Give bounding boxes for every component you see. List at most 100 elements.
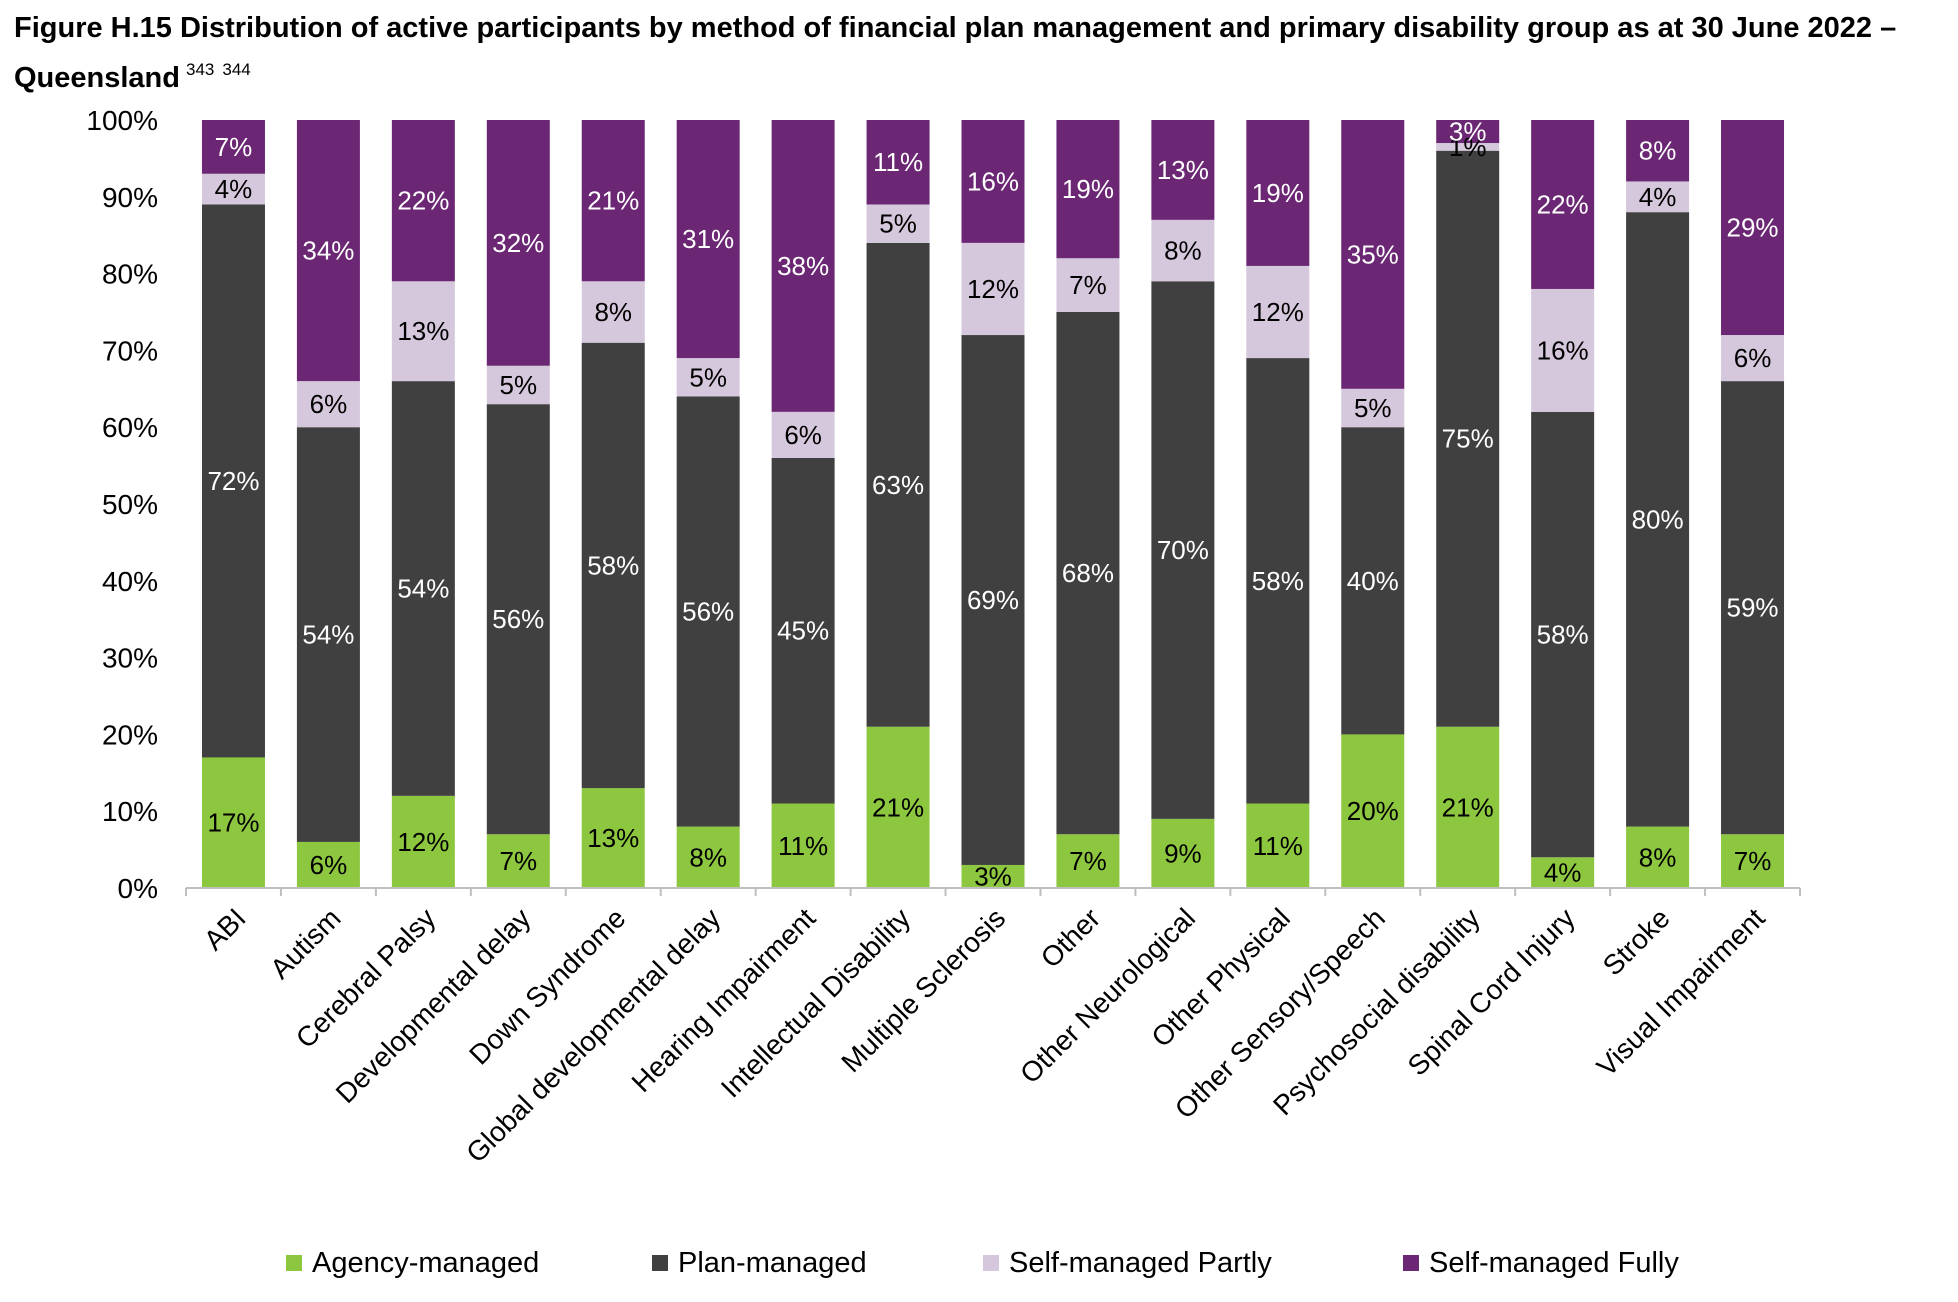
bar-segment	[1626, 120, 1690, 182]
data-label: 34%	[302, 236, 354, 266]
data-label: 40%	[1347, 566, 1399, 596]
y-tick-label: 70%	[102, 335, 158, 366]
bar-segment	[201, 173, 265, 205]
bar-segment	[1056, 834, 1120, 888]
legend-label: Self-managed Fully	[1429, 1247, 1679, 1279]
data-label: 3%	[1449, 117, 1487, 147]
footnote-ref: 344	[222, 60, 251, 79]
data-label: 12%	[1252, 297, 1304, 327]
bar-segment	[1246, 803, 1310, 888]
data-label: 6%	[310, 850, 348, 880]
bar-segment	[1721, 335, 1785, 382]
bar-segment	[296, 381, 360, 428]
data-label: 4%	[215, 174, 253, 204]
data-label: 19%	[1252, 178, 1304, 208]
data-label: 5%	[689, 362, 727, 392]
data-label: 4%	[1639, 182, 1677, 212]
data-label: 75%	[1442, 424, 1494, 454]
data-label: 68%	[1062, 558, 1114, 588]
bar-segment	[1436, 120, 1500, 144]
chart-title: Figure H.15 Distribution of active parti…	[14, 8, 1944, 99]
bar-segment	[866, 120, 930, 205]
data-label: 12%	[397, 827, 449, 857]
data-label: 7%	[1069, 270, 1107, 300]
data-label: 20%	[1347, 796, 1399, 826]
bar-segment	[771, 120, 835, 412]
data-label: 56%	[682, 597, 734, 627]
data-label: 70%	[1157, 535, 1209, 565]
data-label: 8%	[1639, 136, 1677, 166]
bar-segment	[1341, 388, 1405, 428]
y-tick-label: 50%	[102, 489, 158, 520]
bar-segment	[1341, 120, 1405, 389]
y-tick-label: 100%	[86, 105, 158, 136]
bar-segment	[1056, 312, 1120, 835]
x-tick-label: Visual Impairment	[1591, 902, 1771, 1082]
bar-segment	[961, 864, 1025, 888]
data-label: 8%	[1639, 842, 1677, 872]
legend-swatch	[652, 1255, 668, 1271]
bar-segment	[486, 834, 550, 888]
data-label: 12%	[967, 274, 1019, 304]
x-tick-label: Autism	[264, 902, 346, 984]
y-tick-label: 90%	[102, 182, 158, 213]
legend-label: Plan-managed	[678, 1247, 867, 1279]
bar-segment	[676, 120, 740, 359]
data-label: 7%	[500, 846, 538, 876]
bar-segment	[1436, 143, 1500, 151]
data-label: 7%	[1734, 846, 1772, 876]
data-label: 22%	[397, 186, 449, 216]
legend-swatch	[1403, 1255, 1419, 1271]
data-label: 35%	[1347, 239, 1399, 269]
data-label: 31%	[682, 224, 734, 254]
x-tick-label: Other Neurological	[1014, 902, 1201, 1089]
legend: Agency-managed Plan-managed Self-managed P…	[286, 1247, 1679, 1279]
x-tick-label: Other	[1035, 902, 1106, 973]
data-label: 6%	[1734, 343, 1772, 373]
bar-segment	[486, 404, 550, 835]
bar-segment	[771, 411, 835, 458]
bar-segment	[391, 381, 455, 796]
bar-segment	[201, 204, 265, 758]
bar-segment	[486, 120, 550, 366]
bar-segment	[581, 120, 645, 282]
bar-segment	[771, 457, 835, 804]
bar-segment	[1626, 826, 1690, 888]
bar-segment	[866, 726, 930, 888]
data-label: 11%	[1253, 831, 1303, 861]
bar-segment	[391, 795, 455, 888]
bar-segment	[1341, 427, 1405, 735]
bars	[201, 120, 1785, 888]
data-label: 22%	[1537, 189, 1589, 219]
bar-segment	[961, 120, 1025, 243]
bar-segment	[1056, 258, 1120, 312]
data-label: 16%	[1537, 335, 1589, 365]
bar-segment	[676, 826, 740, 888]
bar-segment	[1626, 212, 1690, 827]
data-label: 3%	[974, 861, 1012, 891]
data-label: 21%	[872, 792, 924, 822]
data-label: 54%	[397, 573, 449, 603]
bar-segment	[296, 120, 360, 382]
bar-segment	[296, 427, 360, 842]
data-label: 7%	[215, 132, 253, 162]
bar-segment	[1626, 181, 1690, 213]
bar-segment	[1436, 726, 1500, 888]
data-label: 59%	[1727, 593, 1779, 623]
data-label: 63%	[872, 470, 924, 500]
bar-segment	[866, 242, 930, 727]
legend-label: Agency-managed	[312, 1247, 539, 1279]
bar-segment	[1721, 834, 1785, 888]
bar-segment	[296, 841, 360, 888]
x-tick-label: ABI	[198, 902, 252, 956]
bar-segment	[1246, 265, 1310, 359]
footnote-ref: 343	[186, 60, 215, 79]
data-labels: 17% 72% 4% 7% 6% 54% 6% 34% 12% 54% 13% 22% 7% 56% 5% 3…	[207, 117, 1778, 892]
x-tick-label: Stroke	[1597, 902, 1676, 981]
data-label: 58%	[1537, 620, 1589, 650]
data-label: 21%	[587, 186, 639, 216]
bar-segment	[391, 120, 455, 282]
data-label: 5%	[879, 209, 917, 239]
bar-segment	[201, 120, 265, 174]
